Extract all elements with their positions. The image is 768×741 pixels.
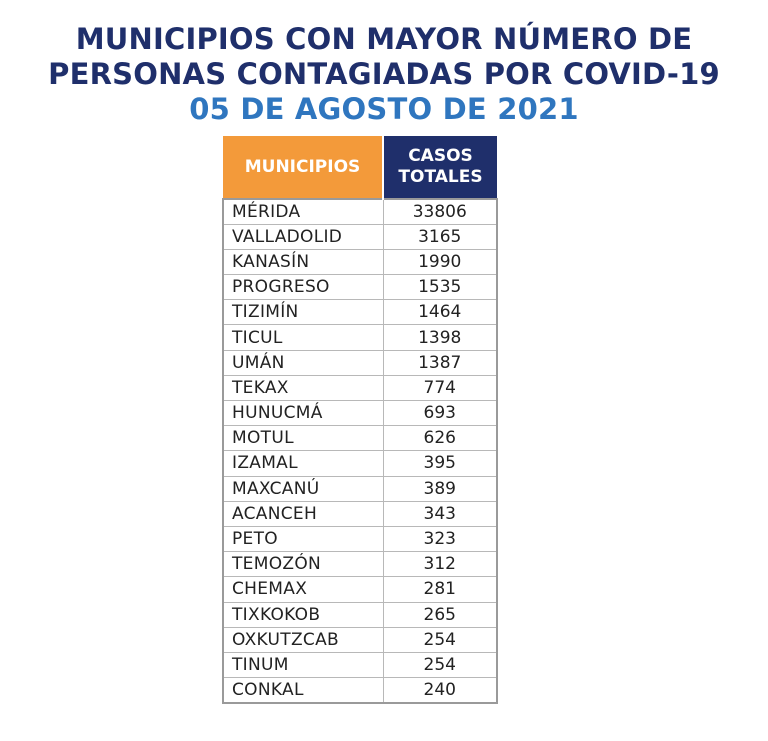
municipio-cell: TEMOZÓN	[222, 551, 384, 578]
casos-cell: 1387	[382, 349, 498, 376]
table-row: TICUL 1398	[222, 324, 498, 351]
municipio-cell: CONKAL	[222, 677, 384, 704]
table-row: PROGRESO 1535	[222, 274, 498, 301]
casos-cell: 3165	[382, 223, 498, 250]
casos-cell: 254	[382, 651, 498, 679]
table-row: MOTUL 626	[222, 425, 498, 452]
casos-cell: 395	[382, 450, 498, 477]
municipio-cell: TEKAX	[222, 374, 384, 402]
casos-cell: 240	[382, 677, 498, 704]
table-row: IZAMAL 395	[222, 450, 498, 477]
table-row: TINUM 254	[222, 651, 498, 679]
municipio-cell: TICUL	[222, 324, 384, 351]
municipio-cell: MOTUL	[222, 425, 384, 452]
table-row: PETO 323	[222, 525, 498, 553]
casos-cell: 254	[382, 626, 498, 653]
casos-cell: 1990	[382, 248, 498, 276]
municipio-cell: MÉRIDA	[222, 197, 384, 225]
municipio-cell: VALLADOLID	[222, 223, 384, 250]
table-body: MÉRIDA 33806 VALLADOLID 3165 KANASÍN 1990 PROG…	[222, 197, 498, 704]
cases-table: MUNICIPIOS CASOS TOTALES MÉRIDA 33806 VALL…	[222, 136, 498, 704]
table-row: KANASÍN 1990	[222, 248, 498, 276]
casos-cell: 323	[382, 525, 498, 553]
table-row: MÉRIDA 33806	[222, 197, 498, 225]
casos-cell: 1535	[382, 274, 498, 301]
municipio-cell: ACANCEH	[222, 500, 384, 527]
municipio-cell: UMÁN	[222, 349, 384, 376]
casos-cell: 281	[382, 576, 498, 603]
title-date: 05 DE AGOSTO DE 2021	[189, 92, 579, 126]
table-row: CONKAL 240	[222, 677, 498, 704]
municipio-cell: TIZIMÍN	[222, 299, 384, 326]
casos-cell: 626	[382, 425, 498, 452]
header-casos-line1: CASOS	[408, 146, 473, 166]
table-row: CHEMAX 281	[222, 576, 498, 603]
casos-cell: 33806	[382, 197, 498, 225]
municipio-cell: TIXKOKOB	[222, 601, 384, 628]
casos-cell: 389	[382, 475, 498, 502]
casos-cell: 1464	[382, 299, 498, 326]
casos-cell: 1398	[382, 324, 498, 351]
casos-cell: 693	[382, 399, 498, 427]
municipio-cell: PROGRESO	[222, 274, 384, 301]
municipio-cell: HUNUCMÁ	[222, 399, 384, 427]
table-row: OXKUTZCAB 254	[222, 626, 498, 653]
header-row: MUNICIPIOS CASOS TOTALES	[223, 136, 497, 199]
table-row: ACANCEH 343	[222, 500, 498, 527]
table-row: MAXCANÚ 389	[222, 475, 498, 502]
casos-cell: 265	[382, 601, 498, 628]
table-row: UMÁN 1387	[222, 349, 498, 376]
municipio-cell: PETO	[222, 525, 384, 553]
title-line-1: MUNICIPIOS CON MAYOR NÚMERO DE	[75, 22, 693, 56]
casos-cell: 343	[382, 500, 498, 527]
municipio-cell: MAXCANÚ	[222, 475, 384, 502]
municipio-cell: IZAMAL	[222, 450, 384, 477]
header-casos-totales: CASOS TOTALES	[382, 136, 497, 199]
header-casos-line2: TOTALES	[398, 167, 483, 187]
municipio-cell: TINUM	[222, 651, 384, 679]
table-row: TIZIMÍN 1464	[222, 299, 498, 326]
table-row: TEKAX 774	[222, 374, 498, 402]
municipio-cell: KANASÍN	[222, 248, 384, 276]
table-row: TEMOZÓN 312	[222, 551, 498, 578]
casos-cell: 312	[382, 551, 498, 578]
casos-cell: 774	[382, 374, 498, 402]
table-row: VALLADOLID 3165	[222, 223, 498, 250]
table-header: MUNICIPIOS CASOS TOTALES	[223, 136, 497, 199]
table-row: TIXKOKOB 265	[222, 601, 498, 628]
municipio-cell: OXKUTZCAB	[222, 626, 384, 653]
municipio-cell: CHEMAX	[222, 576, 384, 603]
table-row: HUNUCMÁ 693	[222, 399, 498, 427]
header-municipios: MUNICIPIOS	[223, 136, 383, 199]
title-line-2: PERSONAS CONTAGIADAS POR COVID-19	[48, 57, 720, 91]
